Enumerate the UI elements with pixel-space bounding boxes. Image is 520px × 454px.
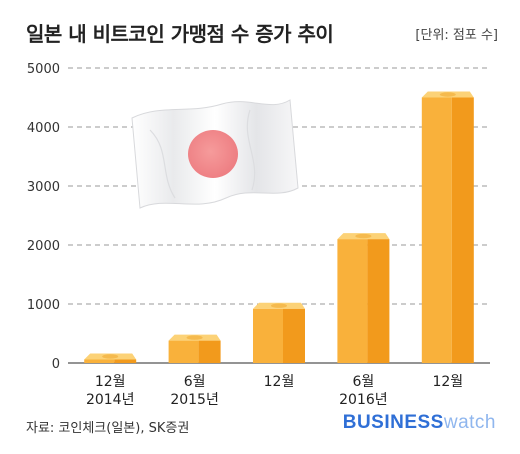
x-tick-label: 12월 [264, 374, 295, 390]
bar [337, 233, 390, 363]
japan-flag-image [131, 99, 299, 209]
y-tick-label: 5000 [27, 62, 60, 77]
x-tick-label: 6월 [184, 374, 206, 390]
logo-bold-text: BUSINESS [342, 412, 444, 433]
bar [421, 91, 474, 363]
y-tick-label: 2000 [27, 239, 60, 254]
businesswatch-logo: BUSINESSwatch [343, 412, 496, 434]
y-tick-label: 3000 [27, 180, 60, 195]
x-tick-label: 2014년 [86, 392, 135, 408]
x-tick-label: 12월 [95, 374, 126, 390]
x-tick-label: 2015년 [170, 392, 219, 408]
source-note: 자료: 코인체크(일본), SK증권 [26, 421, 190, 436]
unit-label: [단위: 점포 수] [415, 28, 498, 43]
bar [253, 302, 305, 363]
bar [84, 353, 137, 363]
logo-light-text: watch [443, 412, 496, 433]
bar [168, 334, 221, 363]
x-tick-label: 2016년 [339, 392, 388, 408]
x-tick-label: 6월 [353, 374, 375, 390]
chart-title: 일본 내 비트코인 가맹점 수 증가 추이 [26, 22, 334, 46]
x-tick-label: 12월 [432, 374, 463, 390]
y-tick-label: 1000 [27, 298, 60, 313]
y-tick-label: 0 [52, 357, 60, 372]
y-tick-label: 4000 [27, 121, 60, 136]
